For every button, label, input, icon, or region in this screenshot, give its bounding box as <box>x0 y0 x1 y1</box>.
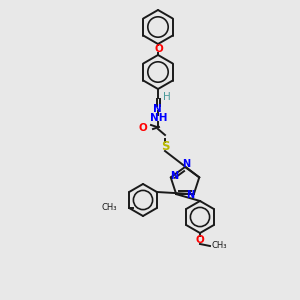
Text: N: N <box>182 159 190 169</box>
Text: N: N <box>186 190 194 200</box>
Text: O: O <box>154 44 164 54</box>
Text: NH: NH <box>150 113 168 123</box>
Text: S: S <box>161 140 169 154</box>
Text: CH₃: CH₃ <box>102 203 117 212</box>
Text: N: N <box>170 171 178 182</box>
Text: CH₃: CH₃ <box>211 242 226 250</box>
Text: H: H <box>163 92 171 102</box>
Text: O: O <box>138 123 147 133</box>
Text: O: O <box>196 235 204 245</box>
Text: N: N <box>153 104 161 114</box>
